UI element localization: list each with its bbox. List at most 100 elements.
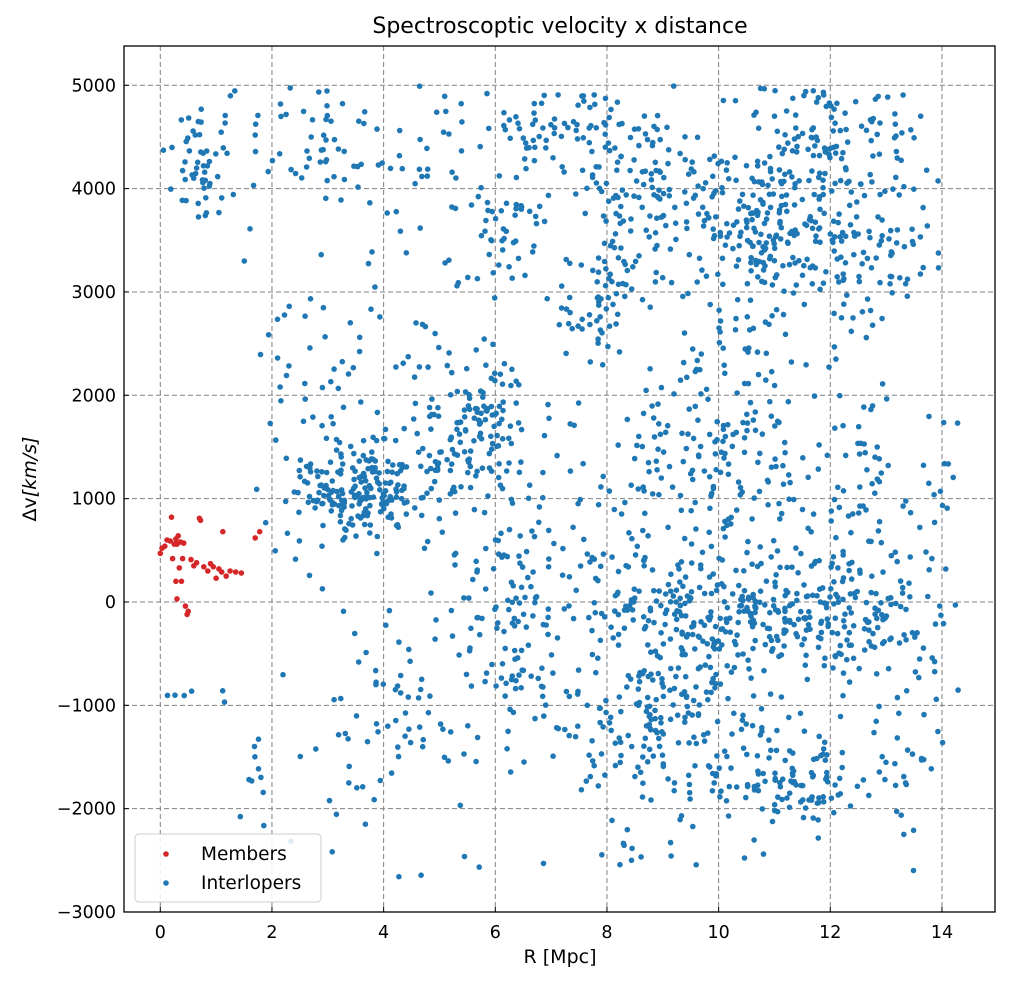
member-point <box>180 540 187 546</box>
interloper-point <box>595 269 602 276</box>
interloper-point <box>509 366 515 373</box>
interloper-point <box>182 176 188 183</box>
interloper-point <box>848 610 854 616</box>
interloper-point <box>649 403 655 409</box>
interloper-point <box>336 502 342 509</box>
interloper-point <box>422 323 429 330</box>
interloper-point <box>660 212 667 219</box>
interloper-point <box>796 257 802 264</box>
interloper-point <box>513 201 520 208</box>
interloper-point <box>513 400 519 406</box>
interloper-point <box>835 599 842 605</box>
interloper-point <box>658 630 664 636</box>
interloper-point <box>516 469 523 476</box>
interloper-point <box>355 513 361 519</box>
interloper-point <box>667 839 674 846</box>
interloper-point <box>835 219 841 226</box>
interloper-point <box>757 450 763 457</box>
interloper-point <box>335 469 341 475</box>
interloper-point <box>572 733 579 740</box>
interloper-point <box>816 442 822 448</box>
interloper-point <box>842 260 849 266</box>
interloper-point <box>219 688 226 694</box>
interloper-point <box>912 634 918 640</box>
interloper-point <box>362 485 368 491</box>
interloper-point <box>601 258 608 265</box>
interloper-point <box>903 606 909 613</box>
interloper-point <box>833 534 839 541</box>
interloper-point <box>510 709 517 716</box>
interloper-point <box>936 603 943 609</box>
interloper-point <box>654 729 660 736</box>
interloper-point <box>877 120 883 126</box>
interloper-point <box>437 449 443 456</box>
interloper-point <box>815 174 822 181</box>
interloper-point <box>612 592 619 599</box>
interloper-point <box>640 527 646 534</box>
interloper-point <box>345 371 352 377</box>
interloper-point <box>412 505 418 511</box>
interloper-point <box>771 382 778 389</box>
interloper-point <box>842 611 848 617</box>
interloper-point <box>364 489 370 496</box>
interloper-point <box>827 231 834 237</box>
interloper-point <box>926 567 932 573</box>
interloper-point <box>543 622 549 628</box>
interloper-point <box>812 143 818 149</box>
interloper-point <box>431 478 438 485</box>
interloper-point <box>377 314 383 320</box>
interloper-point <box>570 524 576 531</box>
interloper-point <box>755 459 761 466</box>
interloper-point <box>596 164 602 170</box>
interloper-point <box>760 267 767 273</box>
interloper-point <box>335 146 342 152</box>
interloper-point <box>718 788 724 794</box>
interloper-point <box>678 559 685 565</box>
interloper-point <box>356 490 362 497</box>
interloper-point <box>667 716 674 723</box>
interloper-point <box>619 187 626 193</box>
interloper-point <box>892 782 899 789</box>
interloper-point <box>692 499 698 506</box>
interloper-point <box>172 692 178 698</box>
interloper-point <box>673 673 679 680</box>
interloper-point <box>892 111 898 117</box>
interloper-point <box>573 191 579 197</box>
interloper-point <box>656 743 663 750</box>
interloper-point <box>309 117 316 123</box>
interloper-point <box>755 787 762 794</box>
interloper-point <box>586 139 593 146</box>
interloper-point <box>697 664 703 670</box>
interloper-point <box>636 588 642 594</box>
interloper-point <box>257 351 264 358</box>
interloper-point <box>729 731 735 737</box>
interloper-point <box>917 234 924 240</box>
interloper-point <box>917 113 924 119</box>
interloper-point <box>596 705 603 712</box>
interloper-point <box>327 459 334 466</box>
interloper-point <box>707 156 713 163</box>
interloper-point <box>403 464 410 470</box>
interloper-point <box>816 152 823 159</box>
interloper-point <box>592 609 599 616</box>
interloper-point <box>589 758 596 764</box>
interloper-point <box>667 687 673 693</box>
interloper-point <box>618 752 624 759</box>
interloper-point <box>780 263 786 269</box>
interloper-point <box>448 434 455 441</box>
interloper-point <box>506 460 512 466</box>
interloper-point <box>840 422 846 429</box>
interloper-point <box>373 679 379 685</box>
interloper-point <box>319 384 326 391</box>
interloper-point <box>544 295 550 302</box>
interloper-point <box>867 234 873 241</box>
interloper-point <box>199 177 206 183</box>
interloper-point <box>772 770 778 776</box>
legend-label-members: Members <box>201 844 287 865</box>
interloper-point <box>326 797 333 804</box>
interloper-point <box>734 390 740 396</box>
interloper-point <box>873 671 880 677</box>
interloper-point <box>766 625 773 632</box>
interloper-point <box>830 665 836 671</box>
interloper-point <box>712 640 718 646</box>
